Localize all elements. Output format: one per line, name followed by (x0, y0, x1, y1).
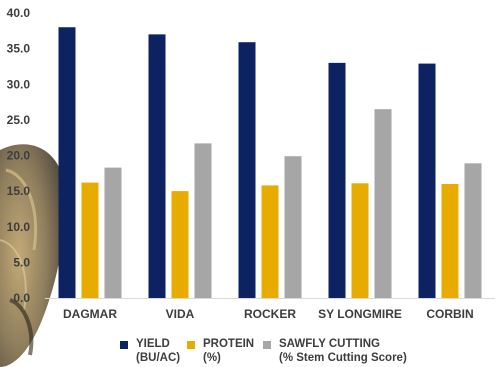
x-axis-ticks: DAGMAR VIDA ROCKER SY LONGMIRE CORBIN (63, 307, 474, 321)
y-tick-label: 5.0 (13, 255, 30, 269)
bar-protein-corbin (441, 184, 459, 298)
bar-protein-sy-longmire (351, 183, 369, 298)
x-tick-label: VIDA (166, 307, 195, 321)
bar-yield-rocker (238, 42, 256, 299)
bar-yield-corbin (418, 63, 436, 299)
bar-sawfly-vida (194, 143, 212, 298)
legend-item-sawfly: SAWFLY CUTTING (% Stem Cutting Score) (263, 337, 407, 365)
legend-label-yield: YIELD (BU/AC) (136, 338, 181, 364)
y-tick-label: 35.0 (7, 42, 31, 56)
bar-yield-vida (148, 34, 166, 298)
bar-yield-sy-longmire (328, 62, 346, 298)
legend: YIELD (BU/AC) PROTEIN (%) SAWFLY CUTTING… (0, 337, 500, 367)
y-tick-label: 10.0 (7, 220, 31, 234)
legend-swatch-sawfly (263, 341, 271, 349)
y-tick-label: 20.0 (7, 149, 31, 163)
bar-sawfly-corbin (464, 163, 482, 298)
y-tick-label: 0.0 (13, 291, 30, 305)
y-tick-label: 30.0 (7, 77, 31, 91)
legend-swatch-protein (187, 341, 195, 349)
bars (58, 27, 482, 299)
y-tick-label: 40.0 (7, 6, 31, 20)
bar-sawfly-sy-longmire (374, 109, 392, 298)
bar-protein-dagmar (81, 182, 99, 298)
bar-sawfly-dagmar (104, 167, 122, 298)
x-tick-label: CORBIN (426, 307, 473, 321)
x-tick-label: ROCKER (244, 307, 296, 321)
legend-item-protein: PROTEIN (%) (187, 337, 254, 365)
legend-label-protein: PROTEIN (%) (203, 338, 255, 364)
bar-protein-vida (171, 191, 189, 298)
legend-swatch-yield (120, 341, 128, 349)
legend-item-yield: YIELD (BU/AC) (120, 337, 180, 365)
bar-yield-dagmar (58, 27, 76, 298)
x-tick-label: SY LONGMIRE (318, 307, 402, 321)
bar-sawfly-rocker (284, 156, 302, 298)
legend-label-sawfly: SAWFLY CUTTING (% Stem Cutting Score) (279, 338, 407, 364)
y-tick-label: 25.0 (7, 113, 31, 127)
x-tick-label: DAGMAR (63, 307, 117, 321)
y-axis-ticks: 0.0 5.0 10.0 15.0 20.0 25.0 30.0 35.0 40.0 (7, 6, 31, 305)
bar-protein-rocker (261, 185, 279, 298)
y-tick-label: 15.0 (7, 184, 31, 198)
